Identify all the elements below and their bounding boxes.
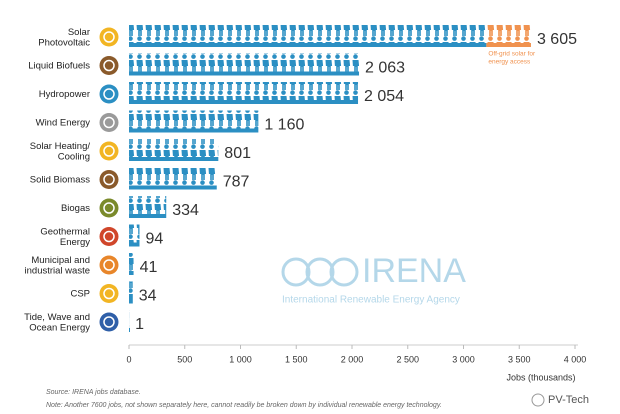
- category-icon-inner: [103, 202, 115, 214]
- category-icon: [99, 255, 119, 275]
- x-tick-label: 2 500: [396, 354, 419, 364]
- x-tick-label: 2 000: [341, 354, 364, 364]
- bar: [129, 100, 359, 104]
- category-label: Solid Biomass: [30, 174, 90, 185]
- bar-icons: [129, 110, 259, 129]
- bar: [129, 185, 217, 190]
- bar-icons: [129, 53, 360, 72]
- x-tick-label: 500: [177, 354, 192, 364]
- category-icon-inner: [103, 173, 115, 186]
- category-icon: [99, 113, 119, 132]
- category-icon-inner: [103, 31, 115, 43]
- value-label: 34: [139, 288, 157, 305]
- highlight-label: Off-grid solar for: [488, 51, 536, 58]
- value-label: 94: [145, 231, 163, 248]
- bar: [129, 128, 259, 133]
- highlight-label: energy access: [488, 59, 531, 66]
- watermark: IRENA International Renewable Energy Age…: [281, 252, 466, 306]
- watermark-title: IRENA: [362, 252, 466, 290]
- bar: [129, 214, 167, 218]
- category-icon: [99, 84, 119, 104]
- x-tick-label: 3 000: [452, 354, 475, 364]
- category-icon: [99, 198, 119, 218]
- bar: [129, 299, 133, 304]
- category-icon: [99, 56, 119, 75]
- category-icon-inner: [103, 88, 115, 100]
- category-icon-inner: [103, 316, 115, 328]
- x-axis-label: Jobs (thousands): [506, 372, 575, 382]
- category-label: Liquid Biofuels: [28, 60, 90, 71]
- note: Note: Another 7600 jobs, not shown separ…: [46, 402, 442, 409]
- category-label: Biogas: [61, 203, 90, 214]
- category-icon: [99, 227, 119, 246]
- category-icon: [99, 284, 119, 303]
- value-label: 2 054: [364, 88, 404, 105]
- category-icon-inner: [103, 259, 115, 271]
- source: Source: IRENA jobs database.: [46, 389, 141, 396]
- bar-icons: [129, 167, 217, 186]
- value-label: 2 063: [365, 60, 405, 77]
- category-icon-inner: [103, 230, 115, 243]
- value-label: 334: [172, 202, 199, 219]
- category-label: Hydropower: [39, 89, 90, 100]
- bar-icons: [129, 82, 359, 100]
- x-tick-label: 1 000: [229, 354, 252, 364]
- credit-icon: [531, 393, 545, 407]
- bar: [129, 43, 487, 47]
- value-label: 3 605: [537, 31, 577, 48]
- x-tick-label: 0: [126, 354, 131, 364]
- bar-icons: [129, 224, 140, 243]
- category-label: Municipal and industrial waste: [25, 254, 90, 276]
- category-icon-inner: [103, 116, 115, 129]
- bar: [129, 242, 140, 247]
- watermark-subtitle: International Renewable Energy Agency: [282, 295, 460, 306]
- bar-icons: [129, 253, 134, 271]
- value-label: 801: [224, 145, 251, 162]
- value-label: 787: [223, 174, 250, 191]
- category-icon: [99, 27, 119, 47]
- category-icon-inner: [103, 59, 115, 72]
- bar-icons: [129, 25, 487, 43]
- value-label: 1: [135, 316, 144, 333]
- bar-icons: [129, 281, 133, 300]
- bar: [129, 71, 360, 76]
- x-tick-label: 3 500: [508, 354, 531, 364]
- bar: [129, 271, 134, 275]
- category-label: Geothermal Energy: [40, 226, 90, 248]
- category-icon: [99, 312, 119, 332]
- value-label: 41: [140, 259, 158, 276]
- bar-icons: [486, 25, 531, 43]
- category-icon: [99, 141, 119, 161]
- category-label: Tide, Wave and Ocean Energy: [24, 311, 90, 333]
- category-label: Solar Photovoltaic: [38, 26, 90, 48]
- category-icon: [99, 170, 119, 189]
- value-label: 1 160: [264, 117, 304, 134]
- bar: [129, 157, 219, 161]
- category-label: Wind Energy: [36, 117, 91, 128]
- bar: [129, 328, 130, 332]
- category-icon-inner: [103, 287, 115, 300]
- bar-icons: [129, 196, 167, 214]
- bar: [486, 43, 531, 47]
- category-label: CSP: [70, 288, 90, 299]
- category-icon-inner: [103, 145, 115, 157]
- category-label: Solar Heating/Cooling: [30, 140, 91, 162]
- bar-icons: [129, 139, 219, 157]
- x-tick-label: 4 000: [564, 354, 587, 364]
- x-tick-label: 1 500: [285, 354, 308, 364]
- credit: PV-Tech: [548, 394, 589, 406]
